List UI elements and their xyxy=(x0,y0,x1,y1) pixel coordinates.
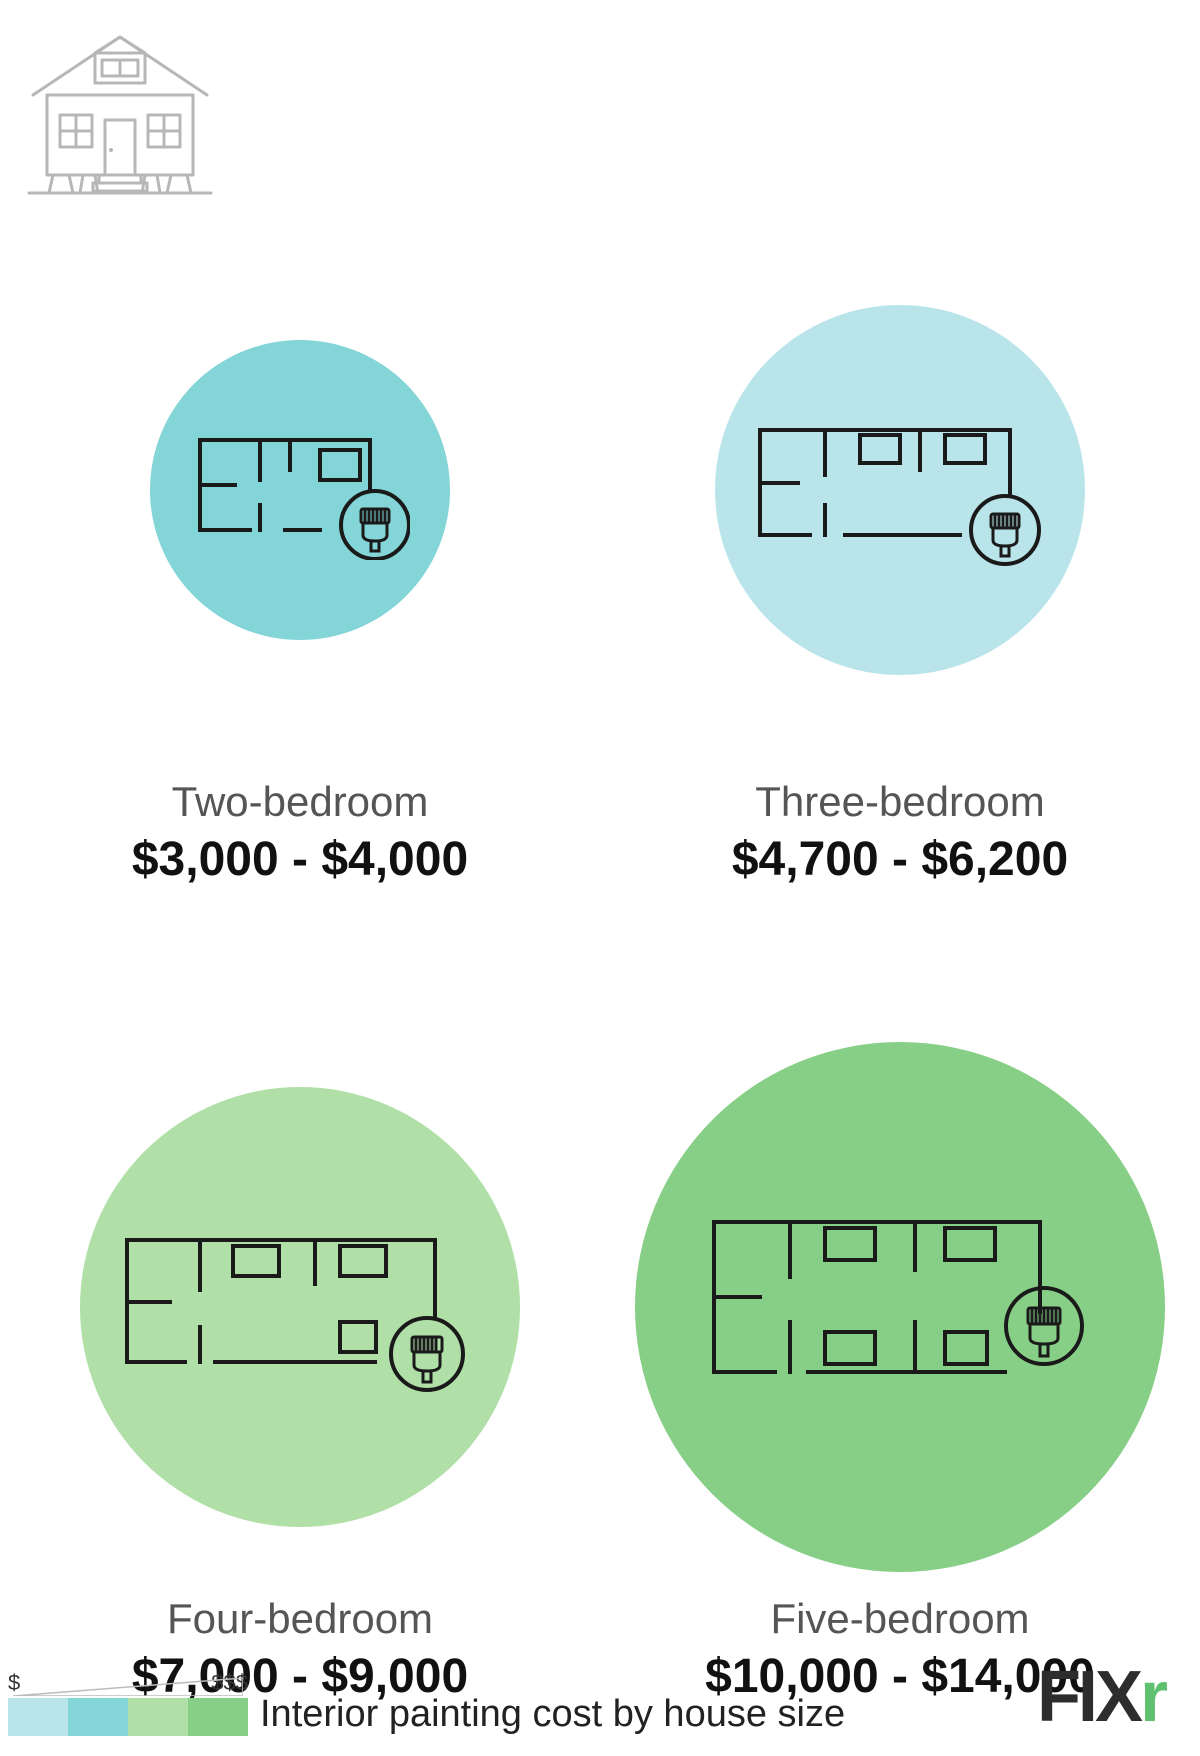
house-icon xyxy=(25,25,215,205)
swatch xyxy=(188,1698,248,1736)
floorplan-icon xyxy=(700,1192,1100,1422)
legend-title: Interior painting cost by house size xyxy=(260,1693,845,1736)
legend-swatches xyxy=(8,1698,248,1736)
brand-text: FIX xyxy=(1037,1657,1140,1737)
cell-three-bedroom: Three-bedroom $4,700 - $6,200 xyxy=(600,220,1200,887)
brand-logo: FIXr xyxy=(1037,1656,1165,1738)
swatch xyxy=(128,1698,188,1736)
swatch xyxy=(68,1698,128,1736)
footer: $ $$$ Interior painting cost by house si… xyxy=(0,1646,1200,1736)
cell-five-bedroom: Five-bedroom $10,000 - $14,000 xyxy=(600,1037,1200,1704)
cost-grid: Two-bedroom $3,000 - $4,000 xyxy=(0,220,1200,1704)
label-five-bedroom: Five-bedroom xyxy=(770,1595,1029,1643)
legend: $ $$$ xyxy=(8,1670,248,1736)
floorplan-icon xyxy=(115,1212,485,1402)
floorplan-icon xyxy=(750,405,1050,575)
cell-four-bedroom: Four-bedroom $7,000 - $9,000 xyxy=(0,1037,600,1704)
legend-wedge-icon xyxy=(13,1678,243,1696)
circle-three-bedroom xyxy=(715,305,1085,675)
price-two-bedroom: $3,000 - $4,000 xyxy=(132,832,468,887)
label-four-bedroom: Four-bedroom xyxy=(167,1595,433,1643)
label-three-bedroom: Three-bedroom xyxy=(755,778,1044,826)
floorplan-icon xyxy=(190,420,410,560)
circle-five-bedroom xyxy=(635,1042,1165,1572)
swatch xyxy=(8,1698,68,1736)
price-three-bedroom: $4,700 - $6,200 xyxy=(732,832,1068,887)
circle-four-bedroom xyxy=(80,1087,520,1527)
label-two-bedroom: Two-bedroom xyxy=(172,778,429,826)
circle-two-bedroom xyxy=(150,340,450,640)
cell-two-bedroom: Two-bedroom $3,000 - $4,000 xyxy=(0,220,600,887)
brand-accent: r xyxy=(1140,1657,1165,1737)
